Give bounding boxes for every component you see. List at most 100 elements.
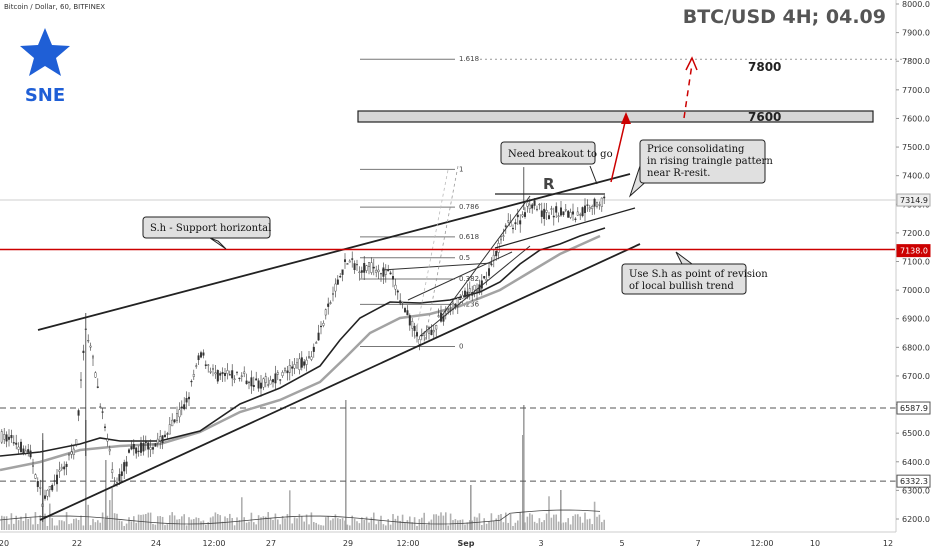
price-marker-box	[896, 474, 931, 488]
volume-bar	[123, 525, 125, 530]
breakout-arrow-head	[621, 112, 631, 124]
candle-body	[329, 302, 332, 304]
y-tick-label: 8000.0	[902, 0, 930, 9]
candle-body	[406, 310, 409, 316]
x-tick-label: 27	[266, 539, 276, 548]
candle-body	[139, 442, 142, 453]
y-tick-label: 6700.0	[902, 372, 930, 381]
x-tick-label: 24	[151, 539, 161, 548]
volume-bar	[603, 519, 605, 530]
candle-body	[247, 381, 250, 384]
volume-bar	[437, 515, 440, 530]
candle-body	[348, 260, 351, 263]
volume-bar	[418, 519, 421, 530]
volume-bar	[361, 517, 363, 530]
candle-body	[296, 362, 299, 369]
volume-bar	[522, 435, 524, 530]
candle-body	[588, 207, 591, 210]
volume-bar	[591, 524, 593, 530]
candle-body	[370, 262, 373, 273]
volume-bar	[255, 524, 257, 530]
candle-body	[187, 396, 190, 400]
candle-body	[507, 220, 510, 223]
volume-bar	[601, 522, 603, 530]
candle-body	[87, 340, 90, 342]
candle-body	[240, 375, 243, 377]
candle-body	[125, 461, 128, 467]
fib-guide-line-2	[414, 169, 449, 339]
chart-source-title: Bitcoin / Dollar, 60, BITFINEX	[4, 3, 106, 11]
volume-bar	[519, 512, 521, 530]
volume-bar	[305, 514, 308, 530]
volume-bar	[449, 513, 452, 530]
volume-bar	[416, 525, 418, 530]
volume-bar	[327, 516, 329, 530]
volume-bar	[375, 524, 377, 530]
volume-bar	[178, 519, 181, 530]
volume-bar	[99, 522, 101, 530]
volume-bar	[471, 520, 473, 530]
candle-body	[392, 276, 395, 280]
price-marker-label: 6332.3	[900, 477, 928, 486]
volume-bar	[567, 518, 569, 530]
candle-body	[576, 211, 579, 216]
volume-bar	[392, 514, 394, 530]
y-tick-label: 7600.0	[902, 114, 930, 123]
volume-bar	[214, 512, 217, 530]
candle-body	[519, 220, 522, 225]
breakout-arrow-line	[610, 117, 627, 183]
volume-bar	[469, 520, 471, 530]
volume-bar	[284, 518, 286, 530]
callout-use-sh-line1: Use S.h as point of revision	[629, 269, 768, 280]
candle-body	[123, 462, 126, 472]
volume-bar	[351, 515, 353, 530]
volume-bar	[279, 524, 281, 530]
channel-line-a	[407, 251, 513, 301]
callout-support-horizontal-text: S.h - Support horizontal	[150, 223, 271, 234]
candle-body	[384, 269, 387, 275]
volume-bar	[452, 520, 454, 530]
volume-bar	[224, 516, 226, 530]
volume-bar	[517, 520, 519, 530]
volume-bar	[73, 518, 75, 530]
callout-consolidating-line3: near R-resit.	[647, 168, 710, 179]
volume-bar	[555, 514, 557, 530]
volume-bar	[423, 512, 425, 530]
candle-body	[34, 474, 37, 479]
candle-body	[65, 463, 68, 467]
volume-average-line	[0, 509, 601, 525]
y-tick-label: 7800.0	[902, 57, 930, 66]
candle-body	[149, 447, 152, 450]
volume-bar	[87, 504, 89, 530]
volume-bar	[113, 513, 116, 530]
volume-bar	[140, 514, 142, 530]
candle-body	[221, 372, 224, 375]
volume-bar	[370, 517, 373, 530]
volume-bar	[329, 520, 332, 530]
x-tick-label: 10	[810, 539, 820, 548]
candle-body	[173, 419, 176, 423]
candle-body	[500, 236, 503, 241]
volume-bar	[557, 521, 560, 530]
volume-bar	[447, 525, 449, 530]
candle-body	[144, 441, 147, 443]
candle-body	[497, 243, 500, 253]
volume-bar	[341, 518, 344, 530]
candle-body	[468, 288, 471, 293]
candle-body	[106, 439, 109, 442]
volume-bar	[473, 516, 476, 530]
volume-bar	[169, 515, 171, 530]
candle-body	[552, 215, 555, 218]
volume-bar	[481, 525, 483, 530]
candle-body	[274, 373, 277, 384]
candle-body	[603, 196, 606, 199]
candle-body	[96, 386, 99, 388]
volume-bar	[512, 525, 514, 530]
candle-body	[557, 215, 560, 217]
y-tick-label: 6900.0	[902, 315, 930, 324]
candle-body	[195, 365, 198, 367]
candle-body	[528, 204, 531, 210]
fib-level-label: 1.618	[459, 55, 479, 63]
price-marker-box	[896, 244, 931, 258]
